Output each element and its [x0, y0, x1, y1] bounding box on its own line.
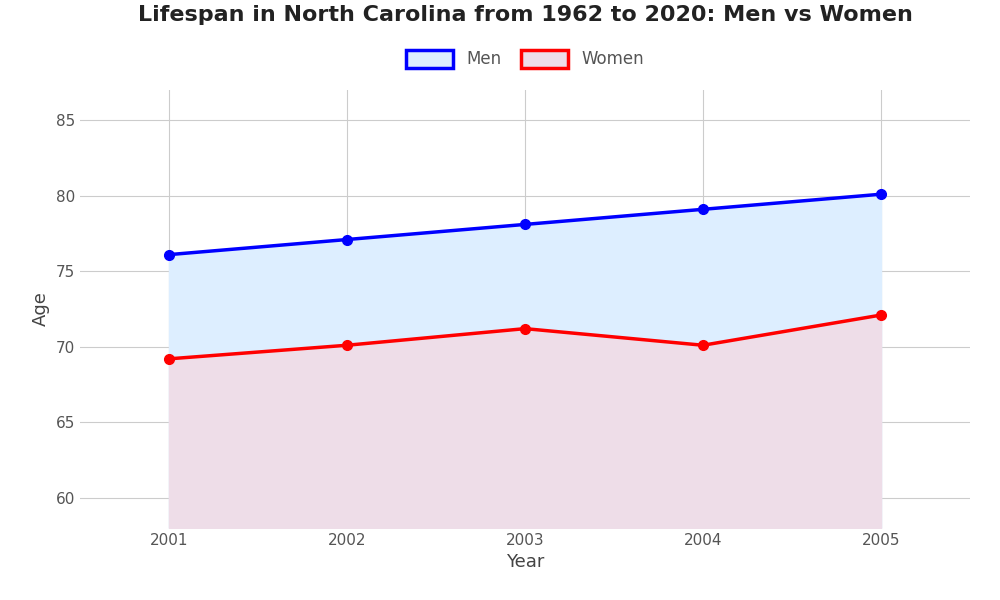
- Title: Lifespan in North Carolina from 1962 to 2020: Men vs Women: Lifespan in North Carolina from 1962 to …: [138, 5, 912, 25]
- Y-axis label: Age: Age: [32, 292, 50, 326]
- Legend: Men, Women: Men, Women: [398, 41, 652, 77]
- X-axis label: Year: Year: [506, 553, 544, 571]
